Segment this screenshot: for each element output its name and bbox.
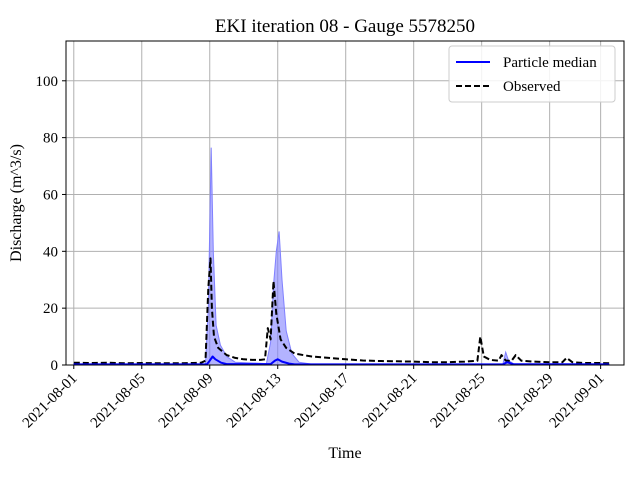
series-layer [73, 257, 610, 366]
uncertainty-band [73, 147, 610, 366]
x-axis-label: Time [328, 445, 361, 462]
x-tick-label: 2021-09-01 [547, 371, 608, 432]
legend: Particle median Observed [448, 45, 616, 103]
x-tick-label: 2021-08-05 [88, 371, 149, 432]
y-tick-label: 40 [43, 244, 58, 260]
series-line-observed [73, 257, 610, 365]
y-tick-label: 20 [43, 301, 58, 317]
grid-lines [66, 41, 624, 366]
legend-label-observed: Observed [503, 79, 561, 95]
y-axis-label: Discharge (m^3/s) [8, 144, 25, 262]
legend-label-particle-median: Particle median [503, 55, 597, 71]
x-tick-label: 2021-08-17 [292, 370, 353, 431]
x-tick-label: 2021-08-25 [428, 371, 489, 432]
plot-frame [65, 40, 625, 366]
x-tick-label: 2021-08-09 [156, 371, 217, 432]
y-tick-label: 0 [51, 358, 59, 374]
x-tick-label: 2021-08-29 [496, 371, 557, 432]
x-tick-label: 2021-08-21 [360, 371, 421, 432]
legend-frame [448, 45, 616, 103]
x-tick-label: 2021-08-13 [224, 371, 285, 432]
chart-title: EKI iteration 08 - Gauge 5578250 [215, 16, 475, 37]
series-line-particle-median [73, 355, 610, 366]
y-tick-label: 60 [43, 187, 58, 203]
uncertainty-band-layer [73, 147, 610, 366]
y-tick-label: 100 [36, 74, 59, 90]
x-tick-label: 2021-08-01 [20, 371, 81, 432]
y-tick-label: 80 [43, 131, 58, 147]
